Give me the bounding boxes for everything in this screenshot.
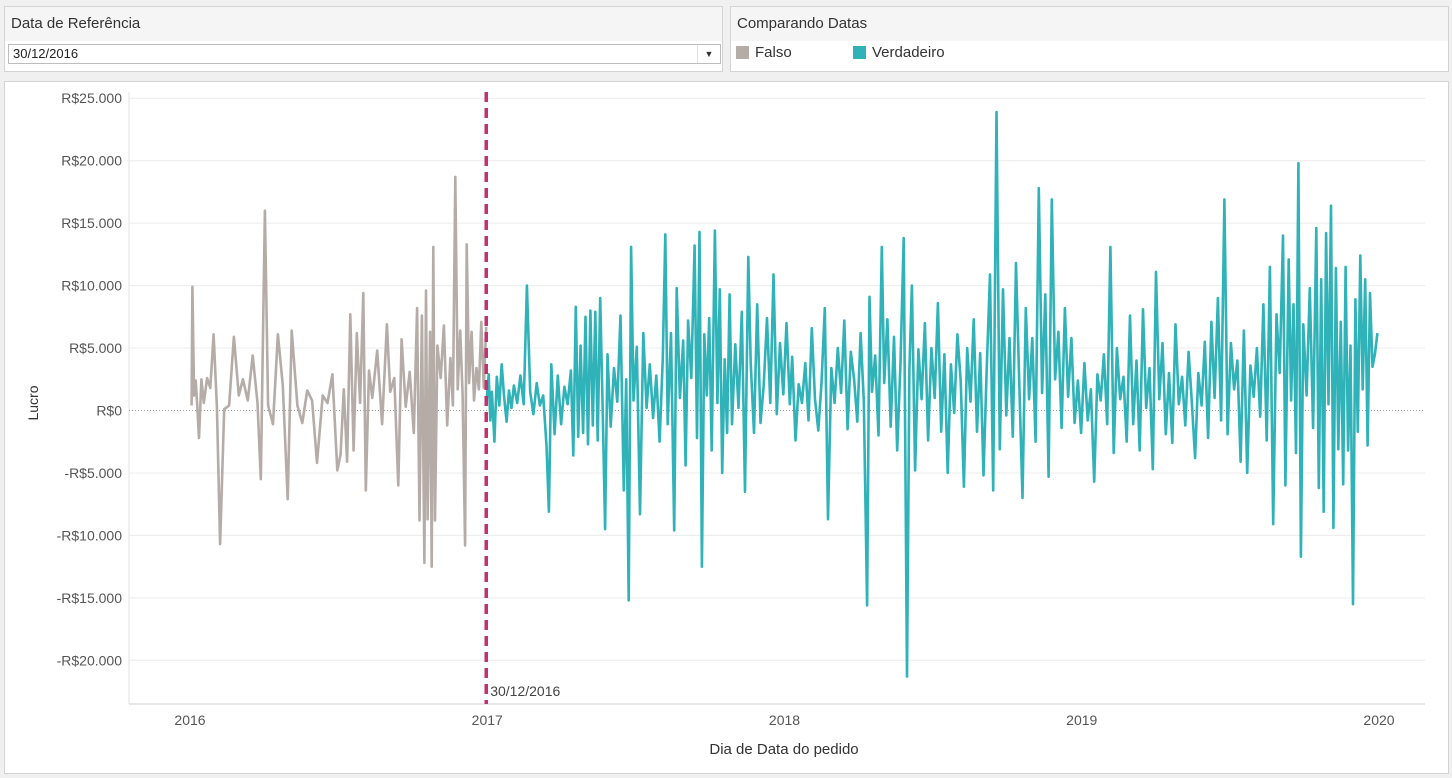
dropdown-arrow-icon[interactable]: ▼ [697, 45, 720, 63]
grid-layer [128, 92, 1425, 705]
y-tick-label: -R$15.000 [57, 590, 123, 606]
legend-label-falso: Falso [755, 44, 792, 61]
x-tick-label: 2018 [769, 712, 800, 728]
reference-date-filter: Data de Referência 30/12/2016 ▼ [4, 6, 723, 72]
y-tick-label: R$20.000 [61, 153, 122, 169]
y-tick-label: R$15.000 [61, 215, 122, 231]
reference-date-dropdown[interactable]: 30/12/2016 ▼ [8, 44, 721, 64]
series-line-falso [190, 175, 488, 568]
legend-swatch-falso [736, 46, 749, 59]
reference-line-layer: 30/12/2016 [484, 92, 561, 704]
profit-chart-panel: 30/12/2016 R$25.000 R$20.000 R$15.000 R$10.… [4, 81, 1449, 774]
x-tick-label: 2019 [1066, 712, 1097, 728]
x-tick-label: 2017 [472, 712, 503, 728]
series-line-verdadeiro [484, 110, 1379, 678]
y-axis-label: Lucro [25, 385, 41, 420]
x-tick-label: 2016 [174, 712, 205, 728]
dropdown-selected-value: 30/12/2016 [13, 46, 79, 61]
reference-line-label: 30/12/2016 [490, 683, 560, 699]
y-tick-label: R$10.000 [61, 278, 122, 294]
profit-line-chart[interactable]: 30/12/2016 R$25.000 R$20.000 R$15.000 R$10.… [5, 82, 1448, 773]
y-tick-label: -R$10.000 [57, 527, 123, 543]
filter-title: Data de Referência [5, 7, 722, 41]
y-tick-label: R$5.000 [69, 340, 122, 356]
legend-panel: Comparando Datas Falso Verdadeiro [730, 6, 1449, 72]
y-tick-label: R$25.000 [61, 90, 122, 106]
y-tick-label: R$0 [96, 402, 122, 418]
x-axis-label: Dia de Data do pedido [709, 741, 858, 758]
legend-swatch-verdadeiro [853, 46, 866, 59]
legend-title: Comparando Datas [731, 7, 1448, 41]
y-tick-label: -R$20.000 [57, 652, 123, 668]
legend-label-verdadeiro: Verdadeiro [872, 44, 945, 61]
series-layer [190, 110, 1379, 678]
axis-layer: R$25.000 R$20.000 R$15.000 R$10.000 R$5.000 R… [57, 90, 1395, 728]
x-tick-label: 2020 [1363, 712, 1394, 728]
y-tick-label: -R$5.000 [64, 465, 122, 481]
